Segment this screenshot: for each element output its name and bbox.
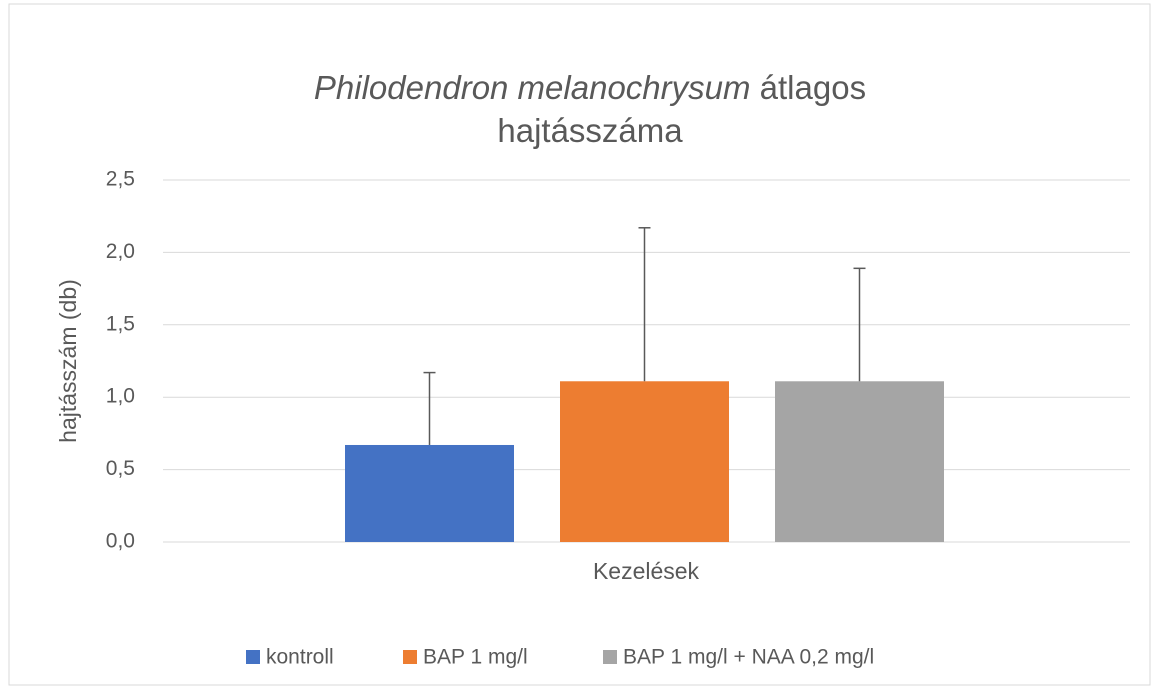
title-part: átlagos	[750, 69, 866, 106]
bar	[345, 444, 514, 542]
x-axis-title: Kezelések	[593, 558, 700, 584]
bar	[775, 381, 944, 542]
legend-swatch	[603, 650, 617, 664]
bar	[560, 381, 729, 542]
y-tick-label: 0,5	[106, 457, 135, 480]
y-tick-label: 1,0	[106, 385, 135, 408]
legend-swatch	[246, 650, 260, 664]
legend-label: BAP 1 mg/l	[423, 646, 528, 669]
legend-swatch	[403, 650, 417, 664]
chart-title: hajtásszáma	[497, 112, 683, 149]
title-part: Philodendron melanochrysum	[314, 69, 751, 106]
y-tick-label: 2,5	[106, 168, 135, 191]
y-axis-title: hajtásszám (db)	[55, 279, 81, 443]
title-part: hajtásszáma	[497, 112, 683, 149]
legend-label: kontroll	[266, 646, 334, 669]
chart-title: Philodendron melanochrysum átlagos	[314, 69, 866, 106]
chart-border	[8, 3, 1151, 686]
y-tick-label: 2,0	[106, 240, 135, 263]
y-tick-label: 1,5	[106, 312, 135, 335]
legend-label: BAP 1 mg/l + NAA 0,2 mg/l	[623, 646, 874, 669]
y-tick-label: 0,0	[106, 530, 135, 553]
